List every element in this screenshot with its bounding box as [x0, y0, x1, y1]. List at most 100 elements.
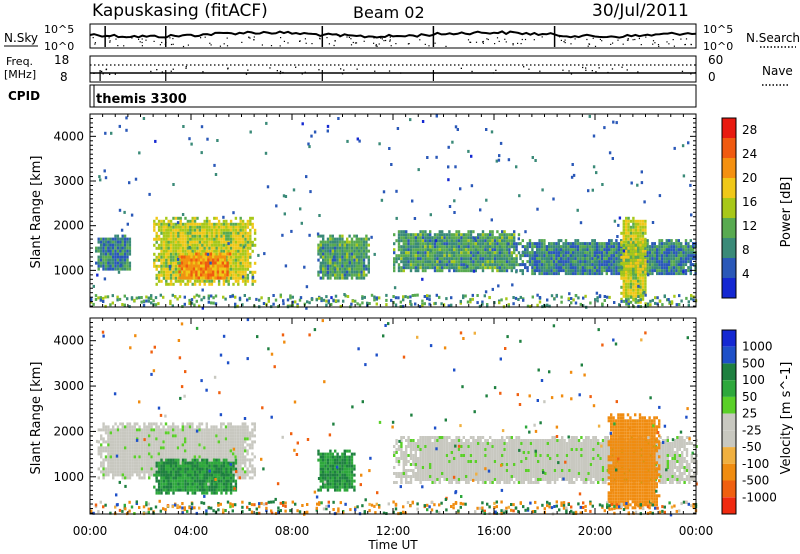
- data-cell: [491, 242, 494, 246]
- data-cell: [222, 234, 226, 238]
- data-cell: [341, 255, 344, 259]
- data-cell: [227, 276, 230, 280]
- nsearch-point: [588, 43, 591, 45]
- data-cell: [244, 282, 247, 286]
- data-cell: [212, 301, 215, 305]
- data-cell: [114, 449, 117, 453]
- data-cell: [498, 263, 501, 267]
- data-cell: [426, 297, 429, 301]
- data-cell: [536, 207, 539, 211]
- data-cell: [605, 260, 608, 264]
- data-cell: [617, 257, 620, 261]
- data-cell: [491, 230, 494, 234]
- data-cell: [155, 422, 158, 426]
- data-cell: [179, 219, 182, 223]
- data-cell: [337, 299, 340, 303]
- data-cell: [189, 240, 192, 244]
- data-cell: [400, 233, 403, 237]
- data-cell: [467, 245, 470, 249]
- nsearch-point: [354, 42, 357, 44]
- data-cell: [152, 299, 155, 303]
- nsearch-point: [594, 45, 597, 47]
- data-cell: [622, 270, 625, 274]
- data-cell: [219, 264, 222, 268]
- data-cell: [209, 276, 212, 280]
- data-cell: [145, 461, 148, 465]
- data-cell: [433, 251, 437, 255]
- power-colorbar-label: Power [dB]: [779, 177, 794, 248]
- data-cell: [162, 440, 165, 444]
- data-cell: [157, 243, 161, 247]
- data-cell: [627, 252, 630, 256]
- data-cell: [138, 446, 141, 450]
- data-cell: [124, 437, 127, 441]
- data-cell: [322, 234, 325, 238]
- data-cell: [625, 228, 628, 232]
- data-cell: [511, 283, 514, 287]
- data-cell: [564, 257, 568, 261]
- data-cell: [600, 254, 604, 258]
- data-cell: [155, 246, 158, 250]
- nsearch-point: [200, 37, 202, 39]
- data-cell: [167, 234, 170, 238]
- data-cell: [629, 234, 633, 238]
- data-cell: [329, 243, 332, 247]
- data-cell: [188, 452, 192, 456]
- data-cell: [128, 434, 132, 438]
- data-cell: [653, 245, 656, 249]
- data-cell: [150, 449, 153, 453]
- data-cell: [685, 296, 688, 300]
- data-cell: [109, 461, 112, 465]
- nsearch-point: [375, 45, 377, 47]
- data-cell: [177, 249, 180, 253]
- data-cell: [348, 264, 351, 268]
- data-cell: [209, 273, 212, 277]
- nsearch-point: [559, 36, 561, 38]
- data-cell: [629, 270, 633, 274]
- data-cell: [407, 254, 410, 258]
- data-cell: [326, 267, 330, 271]
- data-cell: [533, 254, 536, 258]
- data-cell: [493, 236, 497, 240]
- data-cell: [513, 251, 516, 255]
- data-cell: [179, 431, 182, 435]
- data-cell: [400, 230, 403, 234]
- nsearch-point: [487, 38, 489, 41]
- data-cell: [219, 270, 222, 274]
- data-cell: [358, 252, 361, 256]
- data-cell: [174, 455, 177, 459]
- data-cell: [665, 263, 668, 267]
- data-cell: [620, 261, 623, 265]
- data-cell: [197, 270, 200, 274]
- data-cell: [591, 245, 594, 249]
- data-cell: [533, 269, 536, 273]
- data-cell: [479, 242, 482, 246]
- data-cell: [355, 243, 358, 247]
- data-cell: [145, 443, 148, 447]
- data-cell: [203, 440, 206, 444]
- data-cell: [200, 267, 203, 271]
- data-cell: [213, 163, 216, 167]
- nsearch-point: [346, 36, 348, 38]
- data-cell: [214, 173, 218, 176]
- data-cell: [195, 299, 198, 303]
- data-cell: [338, 234, 342, 238]
- data-cell: [625, 276, 628, 280]
- data-cell: [128, 425, 132, 429]
- data-cell: [689, 272, 692, 276]
- data-cell: [421, 245, 425, 249]
- nsearch-point: [115, 38, 117, 40]
- data-cell: [193, 237, 197, 241]
- data-cell: [675, 239, 678, 243]
- data-cell: [503, 242, 506, 246]
- data-cell: [143, 425, 146, 429]
- data-cell: [202, 270, 205, 274]
- data-cell: [169, 449, 172, 453]
- data-cell: [116, 458, 120, 462]
- data-cell: [346, 276, 349, 280]
- data-cell: [460, 236, 463, 240]
- data-cell: [136, 431, 139, 435]
- data-cell: [152, 461, 156, 465]
- data-cell: [145, 449, 148, 453]
- data-cell: [581, 248, 584, 252]
